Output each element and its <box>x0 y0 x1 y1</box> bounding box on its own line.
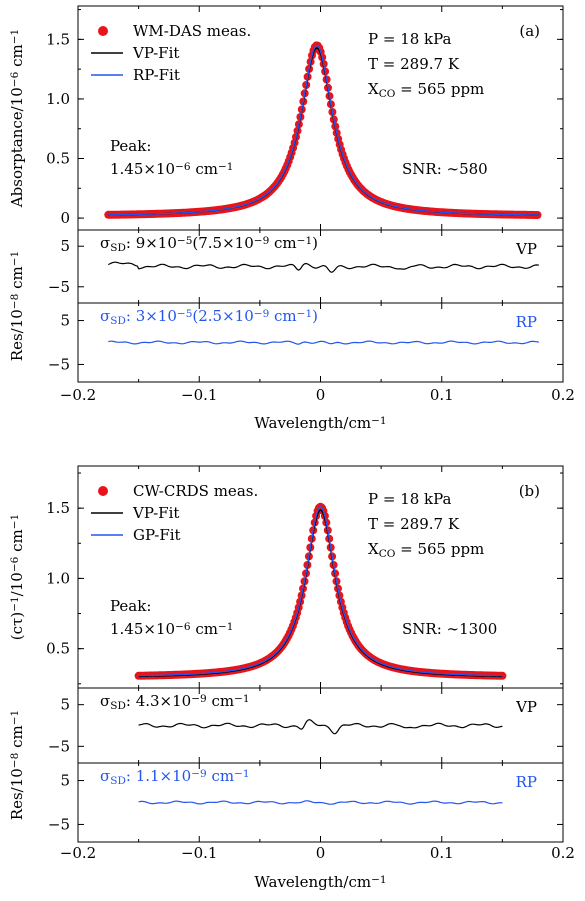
x-tick-label: 0.2 <box>551 844 575 862</box>
condition-label: T = 289.7 K <box>368 515 460 533</box>
peak-label: Peak: <box>110 137 151 155</box>
residual-y-tick-label: −5 <box>48 815 70 833</box>
condition-label: XCO = 565 ppm <box>368 540 484 560</box>
x-tick-label: −0.2 <box>60 386 96 404</box>
residual-y-tick-label: −5 <box>48 355 70 373</box>
x-tick-label: −0.1 <box>181 844 217 862</box>
residual-line-vp <box>138 719 503 735</box>
legend-label-fit: GP-Fit <box>133 526 181 544</box>
condition-label: T = 289.7 K <box>368 55 460 73</box>
panel-b: 0.5 1.0 1.5 −0.2 −0.1 0 0.1 0.2 Wavelength/cm−1 (… <box>8 465 575 891</box>
residual-tag: RP <box>516 773 537 791</box>
residual-sigma-label: σSD: 9×10−5(7.5×10−9 cm−1) <box>100 234 318 254</box>
peak-value: 1.45×10−6 cm−1 <box>110 620 233 638</box>
legend-label-fit: RP-Fit <box>133 66 180 84</box>
fit-line <box>108 44 539 216</box>
x-axis-label: Wavelength/cm−1 <box>254 414 386 432</box>
residual-line-rp <box>138 800 503 805</box>
residual-y-tick-label: 5 <box>60 772 70 790</box>
residual-y-tick-label: −5 <box>48 737 70 755</box>
panel-a: 0 0.5 1.0 1.5 −0.2 −0.1 0 0.1 0.2 Wavelength/cm−1… <box>8 5 575 432</box>
x-tick-label: 0 <box>316 844 326 862</box>
panel-label: (b) <box>519 482 540 500</box>
vp-fit-line <box>138 509 503 678</box>
y-tick-label: 0.5 <box>46 640 70 658</box>
x-tick-label: 0.1 <box>430 386 454 404</box>
peak-label: Peak: <box>110 597 151 615</box>
fit-line <box>138 505 503 677</box>
snr-label: SNR: ∼1300 <box>402 620 497 638</box>
condition-label: P = 18 kPa <box>368 490 452 508</box>
legend-marker-meas <box>98 486 108 496</box>
condition-label: XCO = 565 ppm <box>368 80 484 100</box>
residual-sigma-label: σSD: 3×10−5(2.5×10−9 cm−1) <box>100 307 318 327</box>
panel-label: (a) <box>519 22 540 40</box>
y-tick-label: 1.5 <box>46 30 70 48</box>
y-axis-label: (cτ)−1/10−6 cm−1 <box>8 514 26 640</box>
residual-y-axis-label: Res/10−8 cm−1 <box>8 710 26 820</box>
legend-label-meas: CW-CRDS meas. <box>133 482 258 500</box>
y-axis-label: Absorptance/10−6 cm−1 <box>8 29 26 208</box>
legend-label-meas: WM-DAS meas. <box>133 22 251 40</box>
y-tick-label: 1.0 <box>46 569 70 587</box>
residual-y-tick-label: 5 <box>60 696 70 714</box>
y-tick-label: 0 <box>60 209 70 227</box>
residual-y-tick-label: 5 <box>60 237 70 255</box>
residual-tag: VP <box>515 698 537 716</box>
y-tick-label: 1.5 <box>46 499 70 517</box>
residual-y-tick-label: −5 <box>48 278 70 296</box>
x-tick-label: 0.2 <box>551 386 575 404</box>
residual-line-rp <box>108 340 539 345</box>
peak-value: 1.45×10−6 cm−1 <box>110 160 233 178</box>
residual-tag: RP <box>516 313 537 331</box>
condition-label: P = 18 kPa <box>368 30 452 48</box>
residual-sigma-label: σSD: 4.3×10−9 cm−1 <box>100 692 250 712</box>
residual-tag: VP <box>515 240 537 258</box>
residual-sigma-label: σSD: 1.1×10−9 cm−1 <box>100 767 250 787</box>
y-tick-label: 0.5 <box>46 150 70 168</box>
residual-y-axis-label: Res/10−8 cm−1 <box>8 251 26 361</box>
residual-y-tick-label: 5 <box>60 312 70 330</box>
x-tick-label: −0.1 <box>181 386 217 404</box>
snr-label: SNR: ∼580 <box>402 160 488 178</box>
y-tick-label: 1.0 <box>46 90 70 108</box>
legend-marker-meas <box>98 26 108 36</box>
x-tick-label: 0 <box>316 386 326 404</box>
x-tick-label: 0.1 <box>430 844 454 862</box>
x-tick-label: −0.2 <box>60 844 96 862</box>
legend-label-vp: VP-Fit <box>132 504 179 522</box>
legend-label-vp: VP-Fit <box>132 44 179 62</box>
residual-line-vp <box>108 261 539 273</box>
x-axis-label: Wavelength/cm−1 <box>254 873 386 891</box>
